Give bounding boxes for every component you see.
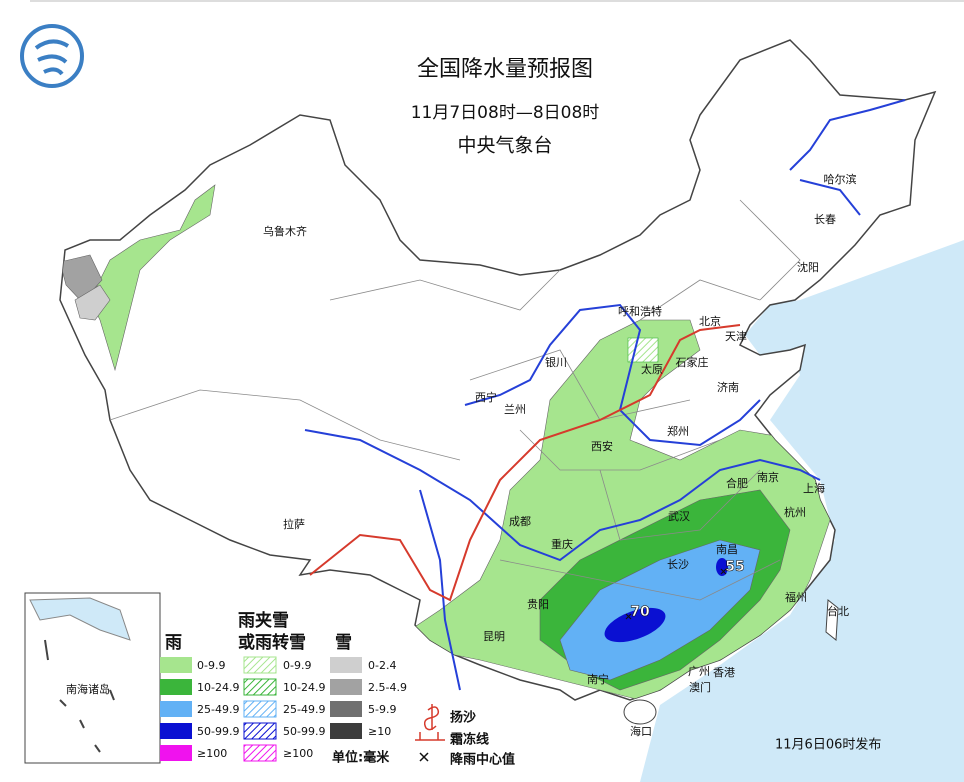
footer: 11月6日06时发布 <box>775 737 881 753</box>
city-label: 拉萨 <box>283 517 305 531</box>
legend-header: 雨夹雪 <box>238 610 289 631</box>
center-marker <box>720 568 727 575</box>
city-label: 呼和浩特 <box>618 304 662 318</box>
center-marker <box>625 613 632 620</box>
city-label: 广州 <box>688 665 710 678</box>
city-label: 武汉 <box>668 510 690 523</box>
province-lines <box>109 199 801 601</box>
legend-label: 0-9.9 <box>197 659 225 672</box>
city-label: 北京 <box>699 314 721 328</box>
city-label: 成都 <box>509 515 531 528</box>
logo <box>20 24 84 88</box>
city-label: 太原 <box>641 363 663 376</box>
legend-label: 5-9.9 <box>368 703 396 716</box>
legend-swatch <box>243 656 277 674</box>
city-label: 哈尔滨 <box>824 172 857 186</box>
city-label: 西宁 <box>475 390 497 404</box>
legend-frost: 霜冻线 <box>449 732 489 748</box>
subtitle: 11月7日08时—8日08时 <box>411 103 600 123</box>
legend-label: 2.5-4.9 <box>368 681 407 694</box>
city-label: 贵阳 <box>527 598 549 611</box>
center-value: 55 <box>725 559 744 575</box>
legend-label: ≥100 <box>283 747 313 760</box>
taiwan <box>825 599 839 641</box>
legend-swatch <box>330 679 362 695</box>
city-label: 合肥 <box>726 476 748 490</box>
city-label: 重庆 <box>551 537 573 551</box>
legend-label: 50-99.9 <box>197 725 239 738</box>
legend-swatch <box>243 744 277 762</box>
legend-label: ≥10 <box>368 725 391 738</box>
sand-icon <box>423 704 440 731</box>
legend-label: 0-9.9 <box>283 659 311 672</box>
city-label: 长沙 <box>667 558 689 571</box>
legend-label: ≥100 <box>197 747 227 760</box>
frost-line <box>309 324 741 602</box>
city-label: 上海 <box>803 481 825 495</box>
legend-label: 10-24.9 <box>283 681 325 694</box>
inset-label: 南海诸岛 <box>66 682 110 696</box>
legend-swatch <box>330 657 362 673</box>
city-label: 郑州 <box>667 424 689 438</box>
frame <box>30 0 964 2</box>
city-label: 济南 <box>717 380 739 394</box>
city-label: 南京 <box>757 470 779 484</box>
city-label: 香港 <box>713 666 735 679</box>
center-icon <box>419 752 429 762</box>
city-label: 福州 <box>785 590 807 604</box>
rivers <box>304 99 906 691</box>
city-label: 沈阳 <box>797 260 819 274</box>
hainan <box>623 699 657 725</box>
city-label: 南昌 <box>716 543 738 556</box>
legend-swatch <box>160 679 192 695</box>
city-label: 昆明 <box>483 630 505 643</box>
precip-area <box>716 558 728 576</box>
city-label: 台北 <box>827 604 849 618</box>
city-label: 杭州 <box>784 505 806 519</box>
legend-header: 雪 <box>335 633 352 653</box>
legend-sand: 扬沙 <box>450 710 476 726</box>
city-label: 西安 <box>591 439 613 453</box>
legend-center: 降雨中心值 <box>450 752 515 768</box>
legend-label: 25-49.9 <box>283 703 325 716</box>
legend-label: 25-49.9 <box>197 703 239 716</box>
city-label: 天津 <box>725 330 747 343</box>
legend-swatch <box>160 701 192 717</box>
legend-swatch <box>160 745 192 761</box>
legend-label: 50-99.9 <box>283 725 325 738</box>
city-label: 海口 <box>630 724 652 738</box>
legend-label: 0-2.4 <box>368 659 396 672</box>
frost-icon <box>415 732 445 741</box>
legend-swatch <box>243 700 277 718</box>
sea <box>640 240 964 782</box>
legend-swatch <box>243 678 277 696</box>
city-label: 澳门 <box>689 680 711 694</box>
city-label: 长春 <box>814 213 836 226</box>
precip-area <box>604 607 666 643</box>
legend-unit: 单位:毫米 <box>332 750 390 766</box>
legend-swatch <box>330 723 362 739</box>
city-label: 兰州 <box>504 403 526 416</box>
legend-swatch <box>330 701 362 717</box>
title: 全国降水量预报图 <box>417 57 593 82</box>
legend-header: 雨 <box>165 633 182 653</box>
city-label: 南宁 <box>587 672 609 686</box>
issuer: 中央气象台 <box>457 135 552 157</box>
city-label: 乌鲁木齐 <box>263 224 307 238</box>
legend-swatch <box>160 657 192 673</box>
inset: 南海诸岛 <box>24 592 161 764</box>
city-label: 石家庄 <box>676 355 709 369</box>
city-label: 银川 <box>545 355 567 369</box>
legend: 雨 雨夹雪 或雨转雪 雪 扬沙 霜冻线 降雨中心值 单位:毫米 0-9.9 10-… <box>160 610 515 768</box>
legend-label: 10-24.9 <box>197 681 239 694</box>
legend-swatch <box>243 722 277 740</box>
precip-area <box>74 284 111 321</box>
precip-area <box>89 184 216 372</box>
center-value: 70 <box>630 604 650 620</box>
legend-header: 或雨转雪 <box>238 632 306 653</box>
legend-swatch <box>160 723 192 739</box>
